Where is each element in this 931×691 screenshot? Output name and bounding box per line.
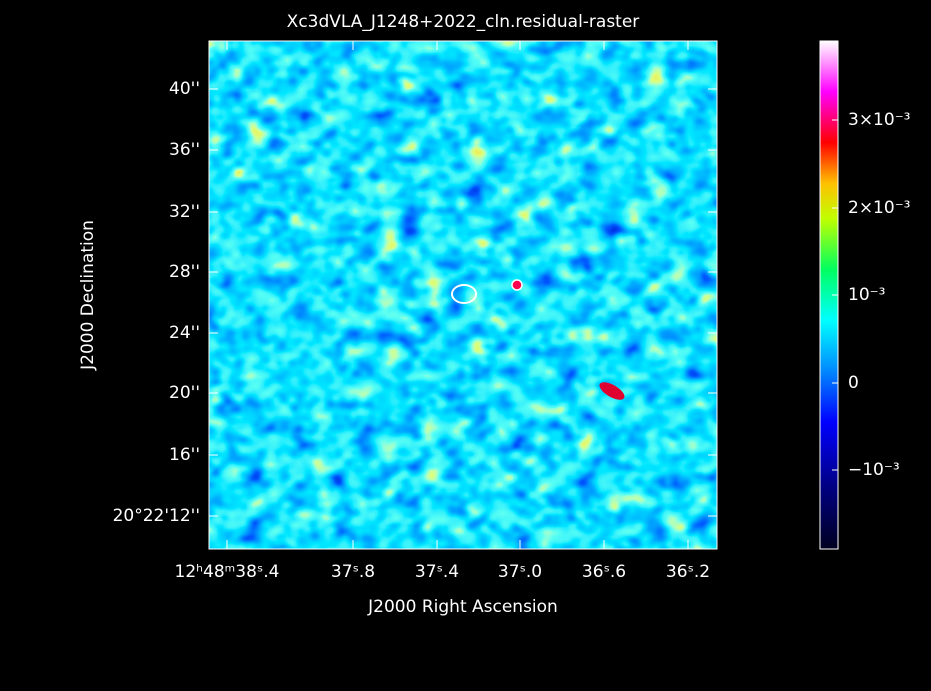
y-tick-label: 20'' bbox=[169, 383, 200, 403]
frame bbox=[208, 40, 718, 550]
colorbar-tick-label: 3×10⁻³ bbox=[848, 110, 910, 130]
colorbar-tick-label: 2×10⁻³ bbox=[848, 198, 910, 218]
y-tick-label: 32'' bbox=[169, 202, 200, 222]
blob bbox=[599, 382, 625, 400]
colorbar-tick-label: 0 bbox=[848, 373, 859, 393]
y-tick-label: 36'' bbox=[169, 140, 200, 160]
source-marker bbox=[451, 284, 477, 304]
x-axis-label: J2000 Right Ascension bbox=[367, 597, 558, 617]
y-tick-label: 24'' bbox=[169, 323, 200, 343]
title: Xc3dVLA_J1248+2022_cln.residual-raster bbox=[287, 12, 640, 32]
blob bbox=[511, 279, 523, 291]
colorbar-tick-label: −10⁻³ bbox=[848, 460, 900, 480]
x-tick-label: 37ˢ.8 bbox=[331, 562, 375, 582]
x-tick-label: 36ˢ.6 bbox=[582, 562, 626, 582]
colorbar-tick-label: 10⁻³ bbox=[848, 285, 885, 305]
y-tick-label: 28'' bbox=[169, 262, 200, 282]
y-tick-label: 40'' bbox=[169, 79, 200, 99]
x-tick-label: 36ˢ.2 bbox=[666, 562, 710, 582]
y-tick-label: 16'' bbox=[169, 445, 200, 465]
x-tick-label: 37ˢ.4 bbox=[415, 562, 459, 582]
x-tick-label: 37ˢ.0 bbox=[498, 562, 542, 582]
raster bbox=[209, 41, 717, 549]
y-tick-label: 20°22'12'' bbox=[113, 506, 200, 526]
x-tick-label: 12ʰ48ᵐ38ˢ.4 bbox=[175, 562, 280, 582]
y-axis-label: J2000 Declination bbox=[78, 220, 98, 371]
